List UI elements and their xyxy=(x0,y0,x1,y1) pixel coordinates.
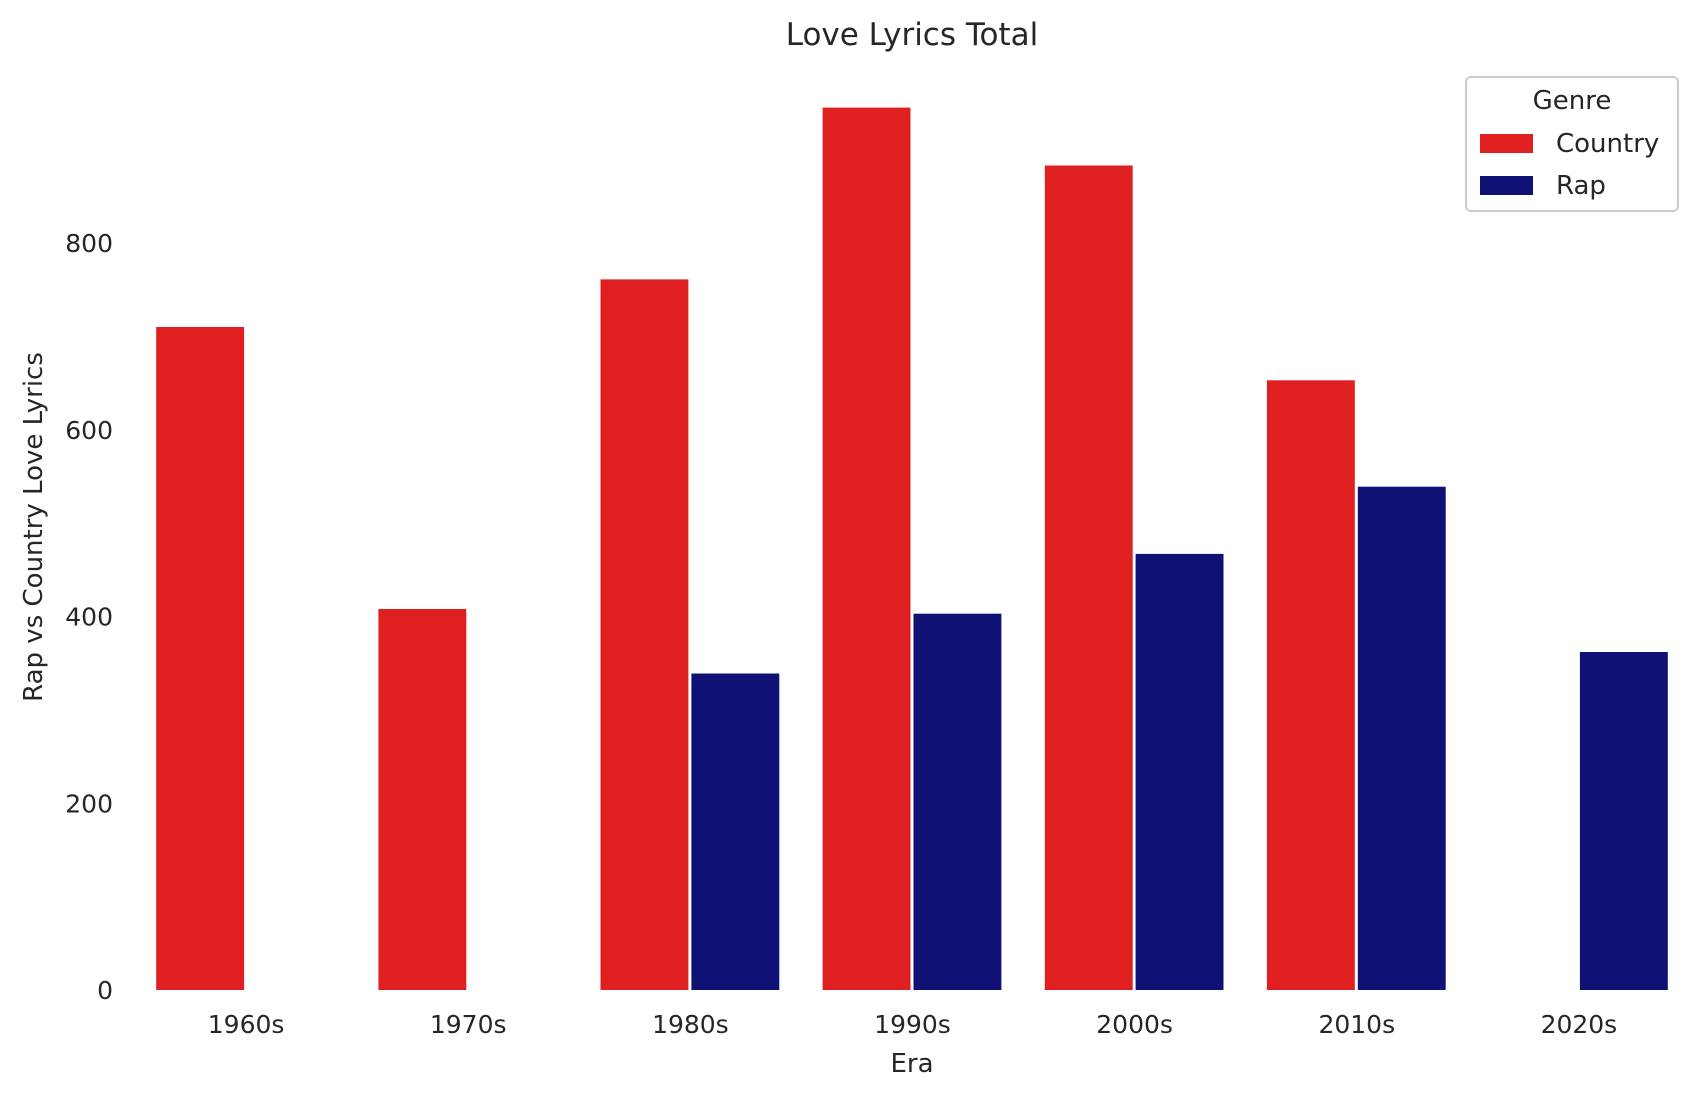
bar-country-1980s xyxy=(600,279,689,990)
y-axis-label: Rap vs Country Love Lyrics xyxy=(19,352,49,702)
bar-country-2000s xyxy=(1044,165,1133,990)
bar-rap-2020s xyxy=(1579,652,1668,990)
y-tick-label: 800 xyxy=(65,229,113,258)
x-tick-label: 1980s xyxy=(652,1010,729,1039)
x-tick-label: 2010s xyxy=(1318,1010,1395,1039)
y-tick-label: 0 xyxy=(97,976,113,1005)
legend-label-country: Country xyxy=(1556,129,1659,159)
bar-rap-2010s xyxy=(1357,486,1446,990)
x-tick-label: 1990s xyxy=(874,1010,951,1039)
bars xyxy=(156,107,1668,991)
x-axis-label: Era xyxy=(890,1049,933,1079)
bar-country-1960s xyxy=(156,327,245,990)
legend-title: Genre xyxy=(1533,86,1612,116)
x-tick-label: 2020s xyxy=(1541,1010,1618,1039)
legend-swatch-country xyxy=(1480,134,1533,153)
y-tick-label: 600 xyxy=(65,416,113,445)
x-axis-ticks: 1960s 1970s 1980s 1990s 2000s 2010s 2020s xyxy=(208,1010,1617,1039)
bar-rap-1990s xyxy=(913,613,1002,990)
legend: Genre Country Rap xyxy=(1465,76,1679,212)
chart-title: Love Lyrics Total xyxy=(786,17,1039,53)
bar-country-2010s xyxy=(1266,380,1355,990)
x-tick-label: 2000s xyxy=(1096,1010,1173,1039)
y-tick-label: 200 xyxy=(65,789,113,818)
y-axis-ticks: 0 200 400 600 800 xyxy=(65,229,113,1005)
bar-rap-1980s xyxy=(691,673,780,990)
legend-label-rap: Rap xyxy=(1556,171,1606,201)
bar-rap-2000s xyxy=(1135,553,1224,990)
legend-swatch-rap xyxy=(1480,176,1533,195)
bar-country-1990s xyxy=(822,107,911,991)
x-tick-label: 1960s xyxy=(208,1010,285,1039)
y-tick-label: 400 xyxy=(65,603,113,632)
bar-country-1970s xyxy=(378,609,467,990)
x-tick-label: 1970s xyxy=(430,1010,507,1039)
